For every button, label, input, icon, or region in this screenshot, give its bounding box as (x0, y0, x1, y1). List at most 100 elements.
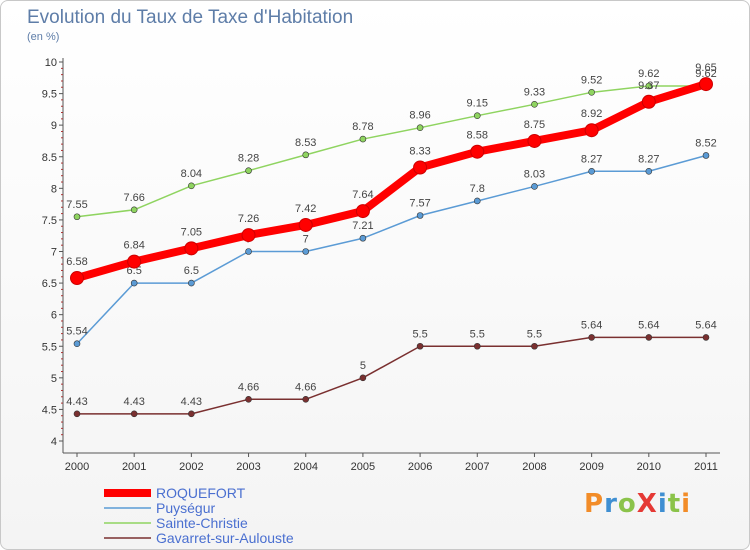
data-point (473, 197, 481, 205)
data-point (641, 94, 656, 109)
data-label: 6.58 (66, 256, 87, 268)
series-line (73, 80, 710, 283)
data-label: 8.92 (581, 108, 602, 120)
data-label: 8.75 (524, 119, 545, 131)
data-point (184, 241, 199, 256)
y-tick-label: 4.5 (42, 404, 57, 416)
y-tick-label: 6 (51, 310, 57, 322)
data-label: 8.28 (238, 153, 259, 165)
y-tick-label: 9 (51, 120, 57, 132)
legend-label: Puységur (156, 500, 215, 516)
x-tick-label: 2006 (408, 461, 432, 473)
data-point (645, 82, 653, 90)
data-point (245, 396, 252, 403)
x-tick-label: 2007 (465, 461, 489, 473)
data-label: 7.66 (123, 192, 144, 204)
data-point (588, 89, 595, 96)
x-tick-label: 2001 (122, 461, 146, 473)
data-label: 9.37 (638, 80, 659, 92)
data-label: 5.64 (581, 319, 602, 331)
data-label: 4.43 (66, 396, 87, 408)
data-point (645, 167, 653, 175)
data-label: 9.62 (695, 68, 716, 80)
data-point (359, 135, 367, 143)
data-label: 4.66 (295, 381, 316, 393)
data-point (302, 151, 310, 159)
data-point (531, 101, 538, 108)
data-label: 6.84 (123, 240, 144, 252)
data-label: 9.52 (581, 74, 602, 86)
x-tick-label: 2005 (351, 461, 375, 473)
chart-title: Evolution du Taux de Taxe d'Habitation (27, 7, 354, 28)
data-label: 6.5 (184, 265, 199, 277)
data-label: 5.64 (638, 319, 659, 331)
data-label: 9.33 (524, 86, 545, 98)
data-point (298, 217, 313, 232)
data-point (473, 342, 481, 350)
data-point (470, 144, 485, 159)
data-label: 5.54 (66, 326, 87, 338)
x-tick-label: 2002 (179, 461, 203, 473)
legend-label: Gavarret-sur-Aulouste (156, 530, 294, 546)
data-point (588, 334, 595, 341)
y-tick-label: 7 (51, 247, 57, 259)
y-tick-label: 9.5 (42, 89, 57, 101)
y-tick-label: 6.5 (42, 278, 57, 290)
data-label: 5.5 (470, 328, 485, 340)
data-label: 8.52 (695, 137, 716, 149)
data-label: 4.43 (123, 396, 144, 408)
series-line (76, 336, 707, 415)
data-label: 5.5 (412, 328, 427, 340)
proxiti-logo: ProXiti (584, 489, 692, 519)
data-point (699, 77, 713, 92)
data-point (359, 374, 367, 382)
data-point (645, 334, 653, 341)
data-label: 8.96 (409, 110, 430, 122)
data-point (241, 228, 256, 243)
data-label: 8.27 (638, 153, 659, 165)
chart-subtitle: (en %) (27, 31, 60, 43)
x-tick-label: 2004 (293, 461, 317, 473)
y-tick-label: 4 (51, 436, 57, 448)
data-point (245, 167, 252, 174)
x-tick-label: 2011 (694, 461, 718, 473)
data-point (130, 279, 138, 287)
data-point (413, 160, 428, 175)
data-point (702, 334, 710, 341)
data-label: 7 (303, 234, 309, 246)
data-point (416, 124, 424, 131)
data-point (473, 112, 481, 119)
data-label: 7.64 (352, 189, 373, 201)
data-point (531, 342, 538, 350)
data-label: 8.78 (352, 121, 373, 133)
data-label: 8.04 (181, 168, 202, 180)
data-point (527, 133, 542, 148)
data-point (531, 183, 538, 190)
data-label: 5 (360, 360, 366, 372)
data-point (130, 410, 138, 418)
data-point (70, 271, 84, 286)
series-line (76, 85, 707, 218)
data-label: 8.27 (581, 153, 602, 165)
data-label: 5.64 (695, 319, 716, 331)
data-label: 7.21 (352, 220, 373, 232)
data-label: 7.42 (295, 203, 316, 215)
x-tick-label: 2009 (579, 461, 603, 473)
data-label: 9.62 (638, 68, 659, 80)
x-tick-label: 2008 (522, 461, 546, 473)
y-tick-label: 10 (45, 57, 57, 69)
data-point (245, 248, 252, 255)
data-point (302, 248, 310, 255)
x-tick-label: 2000 (65, 461, 89, 473)
data-label: 7.05 (181, 226, 202, 238)
legend-label: Sainte-Christie (156, 515, 248, 531)
data-point (359, 234, 367, 242)
data-label: 5.5 (527, 328, 542, 340)
data-point (416, 212, 424, 219)
y-tick-label: 8 (51, 183, 57, 195)
data-point (702, 152, 710, 159)
data-label: 4.43 (181, 396, 202, 408)
y-tick-label: 5 (51, 373, 57, 385)
